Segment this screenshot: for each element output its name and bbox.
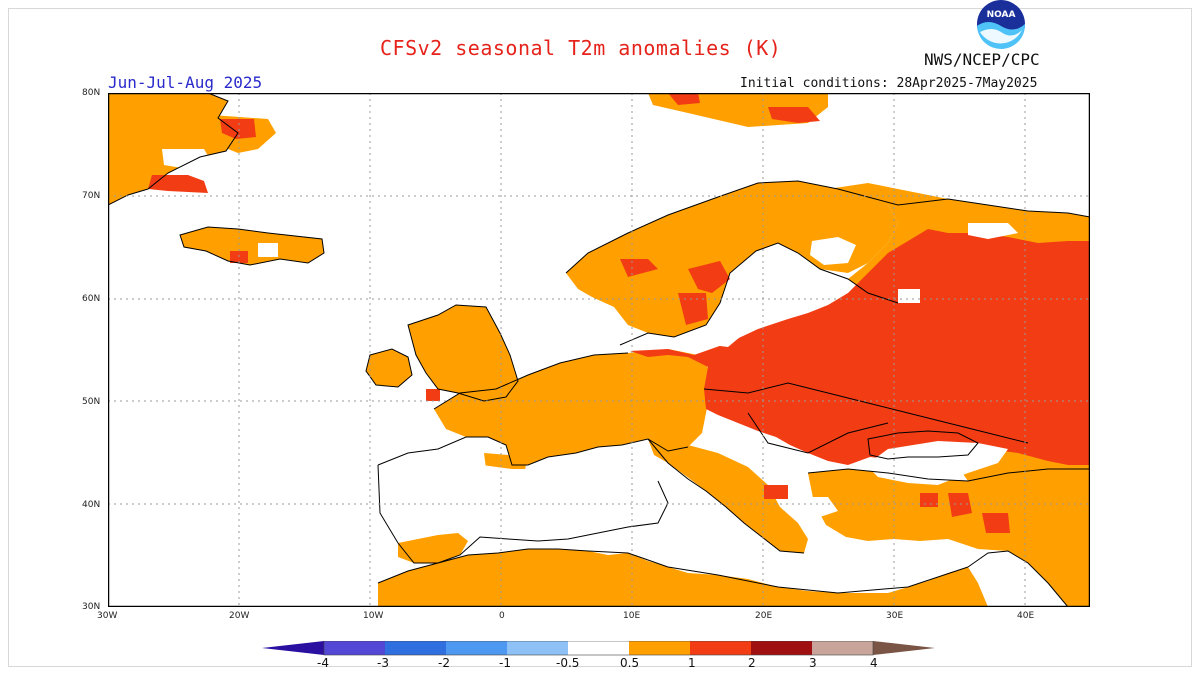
coastlines xyxy=(108,93,1090,607)
y-tick-label: 70N xyxy=(82,191,101,201)
colorbar-segment xyxy=(812,641,873,655)
map-border xyxy=(108,93,1090,607)
x-tick-label: 0 xyxy=(499,611,505,621)
noaa-logo-icon: NOAA xyxy=(977,0,1026,50)
colorbar-label: 3 xyxy=(809,656,817,670)
colorbar-segment xyxy=(324,641,385,655)
neutral-regions xyxy=(162,149,1018,583)
colorbar-left-arrow xyxy=(262,641,324,655)
colorbar-segment xyxy=(629,641,690,655)
anomaly-map xyxy=(108,93,1090,607)
initial-conditions-label: Initial conditions: 28Apr2025-7May2025 xyxy=(740,76,1038,91)
lat-lon-grid xyxy=(108,93,1090,607)
x-tick-label: 30E xyxy=(886,611,904,621)
colorbar-segment xyxy=(385,641,446,655)
anomaly-1-2-regions xyxy=(148,93,1090,533)
colorbar-label: 4 xyxy=(870,656,878,670)
y-tick-label: 50N xyxy=(82,397,101,407)
y-tick-label: 30N xyxy=(82,602,101,612)
season-label: Jun-Jul-Aug 2025 xyxy=(108,73,263,92)
x-tick-label: 40E xyxy=(1017,611,1035,621)
image-frame xyxy=(8,8,1192,667)
map-title: CFSv2 seasonal T2m anomalies (K) xyxy=(380,36,782,60)
x-tick-label: 10E xyxy=(623,611,641,621)
colorbar xyxy=(262,641,935,656)
colorbar-label: 2 xyxy=(748,656,756,670)
colorbar-right-arrow xyxy=(873,641,935,655)
x-tick-label: 10W xyxy=(363,611,384,621)
x-tick-label: 20E xyxy=(755,611,773,621)
colorbar-segment xyxy=(568,641,629,655)
colorbar-label: 1 xyxy=(688,656,696,670)
agency-label: NWS/NCEP/CPC xyxy=(924,50,1040,69)
x-tick-label: 20W xyxy=(229,611,250,621)
colorbar-segment xyxy=(690,641,751,655)
colorbar-segment xyxy=(507,641,568,655)
logo-text: NOAA xyxy=(987,10,1016,20)
colorbar-label: -2 xyxy=(438,656,450,670)
x-tick-label: 30W xyxy=(97,611,118,621)
y-tick-label: 60N xyxy=(82,294,101,304)
y-tick-label: 80N xyxy=(82,88,101,98)
colorbar-label: 0.5 xyxy=(620,656,640,670)
colorbar-segment xyxy=(751,641,812,655)
colorbar-label: -0.5 xyxy=(556,656,580,670)
colorbar-label: -4 xyxy=(317,656,329,670)
colorbar-label: -1 xyxy=(499,656,511,670)
y-tick-label: 40N xyxy=(82,500,101,510)
colorbar-label: -3 xyxy=(377,656,389,670)
colorbar-segment xyxy=(446,641,507,655)
